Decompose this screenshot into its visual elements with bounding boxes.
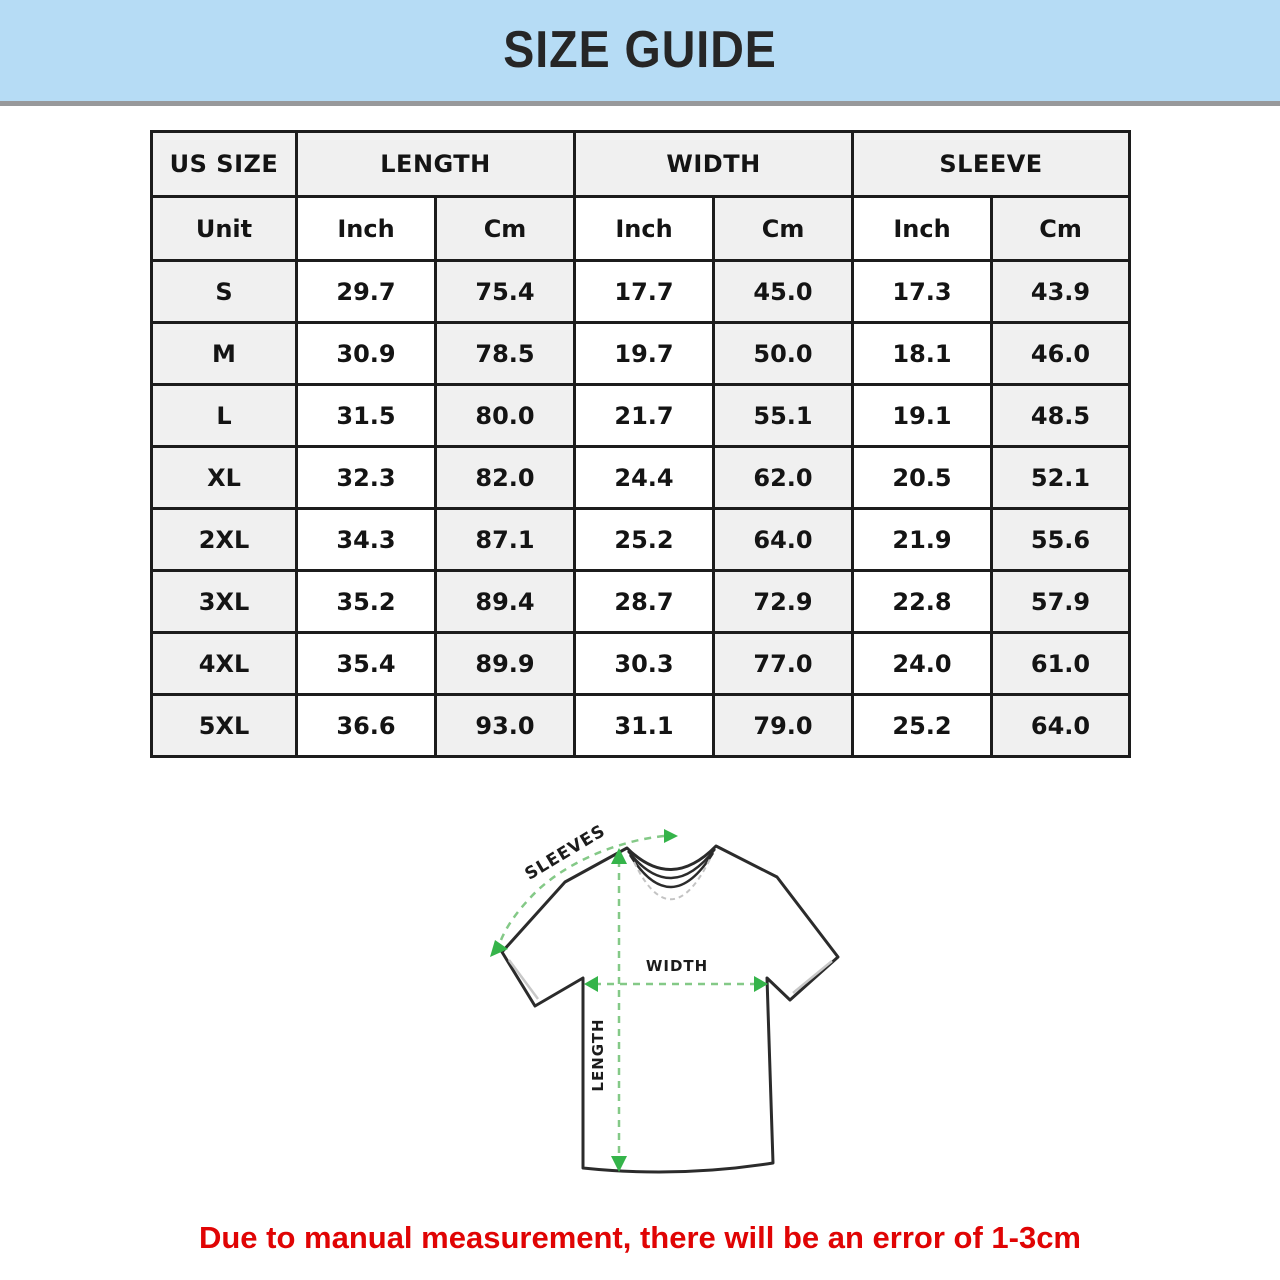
measurement-value: 78.5 bbox=[433, 321, 577, 386]
length-inch-label: Inch bbox=[295, 195, 437, 262]
size-row-xl: XL 32.3 82.0 24.4 62.0 20.5 52.1 bbox=[150, 445, 1132, 510]
size-label: 4XL bbox=[150, 631, 298, 696]
measurement-value: 77.0 bbox=[712, 631, 855, 696]
measurement-value: 19.1 bbox=[851, 383, 994, 448]
measurement-value: 80.0 bbox=[433, 383, 577, 448]
column-header-sleeve: SLEEVE bbox=[851, 130, 1132, 198]
size-row-2xl: 2XL 34.3 87.1 25.2 64.0 21.9 55.6 bbox=[150, 507, 1132, 572]
size-label: 5XL bbox=[150, 693, 298, 758]
measurement-value: 79.0 bbox=[712, 693, 855, 758]
measurement-value: 72.9 bbox=[712, 569, 855, 634]
measurement-value: 55.6 bbox=[990, 507, 1132, 572]
size-label: S bbox=[150, 259, 298, 324]
size-row-s: S 29.7 75.4 17.7 45.0 17.3 43.9 bbox=[150, 259, 1132, 324]
length-cm-label: Cm bbox=[433, 195, 577, 262]
size-label: M bbox=[150, 321, 298, 386]
measurement-value: 93.0 bbox=[433, 693, 577, 758]
sleeves-arrow-left bbox=[490, 940, 508, 957]
measurement-value: 21.7 bbox=[573, 383, 716, 448]
measurement-value: 18.1 bbox=[851, 321, 994, 386]
size-row-l: L 31.5 80.0 21.7 55.1 19.1 48.5 bbox=[150, 383, 1132, 448]
left-cuff-seam bbox=[507, 959, 540, 1000]
measurement-value: 43.9 bbox=[990, 259, 1132, 324]
width-cm-label: Cm bbox=[712, 195, 855, 262]
sleeve-inch-label: Inch bbox=[851, 195, 994, 262]
measurement-value: 35.2 bbox=[295, 569, 437, 634]
sleeves-measure-line bbox=[499, 834, 665, 941]
group-header-row: US SIZE LENGTH WIDTH SLEEVE bbox=[150, 130, 1132, 198]
measurement-value: 32.3 bbox=[295, 445, 437, 510]
measurement-value: 64.0 bbox=[990, 693, 1132, 758]
measurement-value: 21.9 bbox=[851, 507, 994, 572]
measurement-value: 87.1 bbox=[433, 507, 577, 572]
measurement-value: 64.0 bbox=[712, 507, 855, 572]
column-header-us-size: US SIZE bbox=[150, 130, 298, 198]
collar-seam-line bbox=[633, 858, 711, 901]
size-row-3xl: 3XL 35.2 89.4 28.7 72.9 22.8 57.9 bbox=[150, 569, 1132, 634]
measurement-value: 31.1 bbox=[573, 693, 716, 758]
measurement-value: 45.0 bbox=[712, 259, 855, 324]
measurement-value: 34.3 bbox=[295, 507, 437, 572]
measurement-value: 61.0 bbox=[990, 631, 1132, 696]
size-chart-table: US SIZE LENGTH WIDTH SLEEVE Unit Inch Cm… bbox=[150, 130, 1132, 758]
measurement-value: 20.5 bbox=[851, 445, 994, 510]
measurement-value: 82.0 bbox=[433, 445, 577, 510]
measurement-value: 31.5 bbox=[295, 383, 437, 448]
measurement-value: 24.4 bbox=[573, 445, 716, 510]
measurement-value: 19.7 bbox=[573, 321, 716, 386]
measurement-value: 30.3 bbox=[573, 631, 716, 696]
width-arrow-left bbox=[584, 976, 598, 992]
measurement-value: 28.7 bbox=[573, 569, 716, 634]
banner-divider bbox=[0, 101, 1280, 106]
measurement-value: 89.9 bbox=[433, 631, 577, 696]
measurement-value: 48.5 bbox=[990, 383, 1132, 448]
measurement-value: 50.0 bbox=[712, 321, 855, 386]
width-arrow-right bbox=[754, 976, 768, 992]
tshirt-outline bbox=[500, 844, 840, 1174]
size-label: L bbox=[150, 383, 298, 448]
sleeve-cm-label: Cm bbox=[990, 195, 1132, 262]
size-row-5xl: 5XL 36.6 93.0 31.1 79.0 25.2 64.0 bbox=[150, 693, 1132, 758]
measurement-value: 25.2 bbox=[573, 507, 716, 572]
measurement-value: 24.0 bbox=[851, 631, 994, 696]
size-row-4xl: 4XL 35.4 89.9 30.3 77.0 24.0 61.0 bbox=[150, 631, 1132, 696]
sleeves-arrow-right bbox=[664, 829, 678, 843]
size-guide-banner: SIZE GUIDE bbox=[0, 0, 1280, 101]
measurement-value: 25.2 bbox=[851, 693, 994, 758]
right-cuff-seam bbox=[792, 960, 833, 994]
measurement-value: 55.1 bbox=[712, 383, 855, 448]
measurement-value: 17.7 bbox=[573, 259, 716, 324]
measurement-value: 17.3 bbox=[851, 259, 994, 324]
measurement-value: 30.9 bbox=[295, 321, 437, 386]
measurement-value: 57.9 bbox=[990, 569, 1132, 634]
size-row-m: M 30.9 78.5 19.7 50.0 18.1 46.0 bbox=[150, 321, 1132, 386]
width-label: WIDTH bbox=[646, 957, 708, 975]
measurement-value: 22.8 bbox=[851, 569, 994, 634]
size-label: 2XL bbox=[150, 507, 298, 572]
length-arrow-down bbox=[611, 1156, 627, 1172]
measurement-value: 52.1 bbox=[990, 445, 1132, 510]
column-header-width: WIDTH bbox=[573, 130, 855, 198]
collar-band-line bbox=[627, 848, 716, 880]
length-label: LENGTH bbox=[589, 1018, 607, 1091]
length-arrow-up bbox=[611, 848, 627, 864]
measurement-value: 36.6 bbox=[295, 693, 437, 758]
measurement-value: 29.7 bbox=[295, 259, 437, 324]
column-header-length: LENGTH bbox=[294, 130, 577, 198]
size-label: XL bbox=[150, 445, 298, 510]
width-inch-label: Inch bbox=[573, 195, 716, 262]
measurement-value: 62.0 bbox=[712, 445, 855, 510]
unit-header-row: Unit Inch Cm Inch Cm Inch Cm bbox=[150, 195, 1132, 262]
measurement-disclaimer: Due to manual measurement, there will be… bbox=[198, 1220, 1082, 1255]
page-title: SIZE GUIDE bbox=[503, 21, 777, 80]
measurement-value: 46.0 bbox=[990, 321, 1132, 386]
measurement-value: 89.4 bbox=[433, 569, 577, 634]
tshirt-measurement-diagram: LENGTH WIDTH SLEEVES bbox=[490, 821, 840, 1174]
size-label: 3XL bbox=[150, 569, 298, 634]
measurement-value: 35.4 bbox=[295, 631, 437, 696]
unit-label: Unit bbox=[150, 195, 298, 262]
measurement-value: 75.4 bbox=[433, 259, 577, 324]
collar-band-line bbox=[628, 852, 715, 889]
